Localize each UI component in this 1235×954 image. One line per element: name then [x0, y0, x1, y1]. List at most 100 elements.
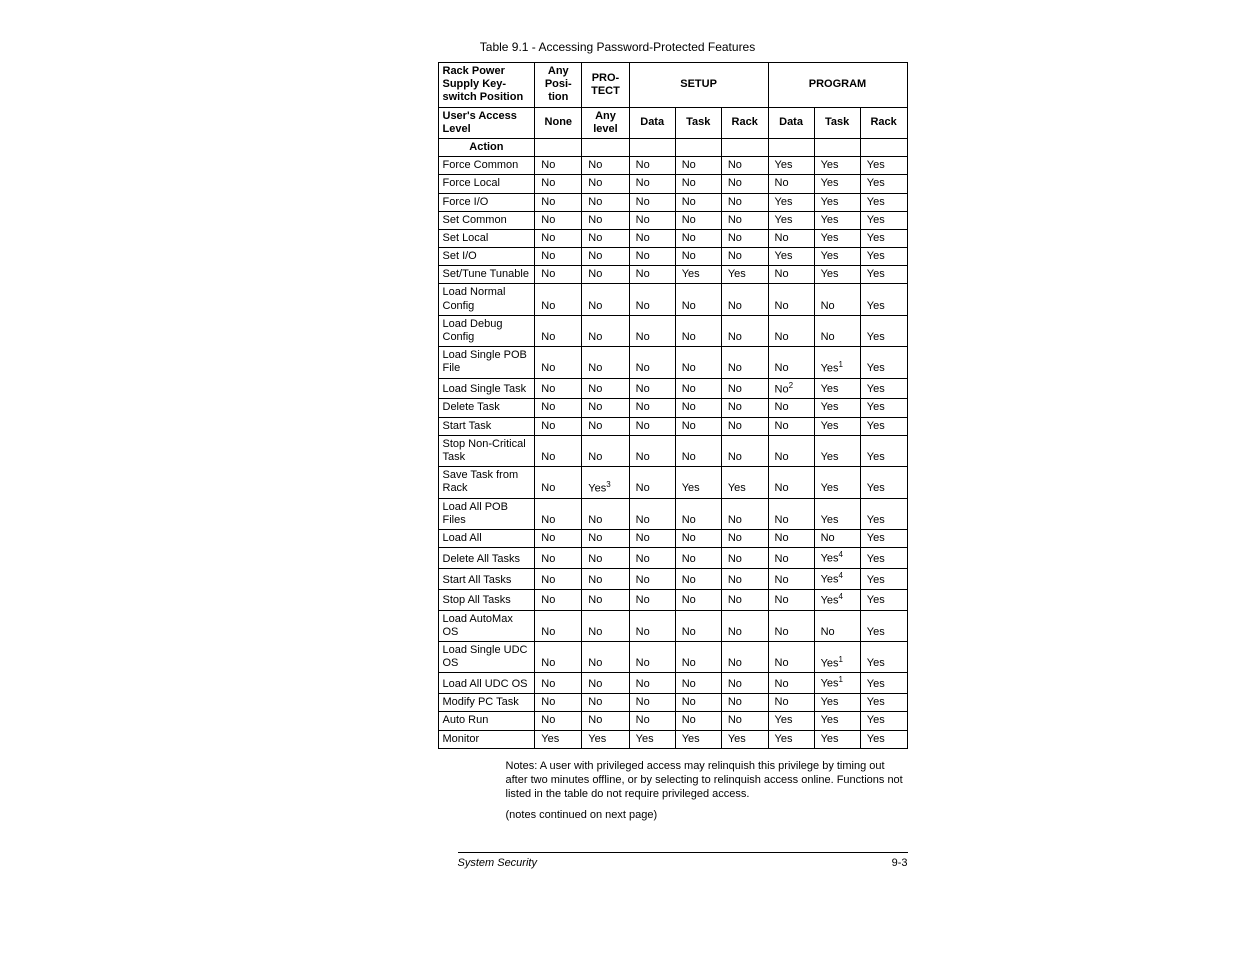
- value-cell: Yes: [860, 266, 907, 284]
- hdr-empty: [768, 138, 814, 156]
- value-cell: Yes: [814, 417, 860, 435]
- value-cell: Yes: [814, 248, 860, 266]
- table-row: Delete TaskNoNoNoNoNoNoYesYes: [438, 399, 907, 417]
- value-cell: Yes: [721, 467, 768, 498]
- value-cell: Yes: [860, 211, 907, 229]
- hdr-empty: [814, 138, 860, 156]
- value-cell: Yes: [860, 347, 907, 378]
- value-cell: No: [675, 347, 721, 378]
- value-cell: Yes: [535, 730, 582, 748]
- value-cell: Yes: [814, 211, 860, 229]
- value-cell: No: [768, 347, 814, 378]
- value-cell: No: [768, 589, 814, 610]
- value-cell: No: [721, 193, 768, 211]
- table-row: Load Single POB FileNoNoNoNoNoNoYes1Yes: [438, 347, 907, 378]
- value-cell: Yes1: [814, 642, 860, 673]
- table-row: Stop All TasksNoNoNoNoNoNoYes4Yes: [438, 589, 907, 610]
- value-cell: No: [675, 610, 721, 641]
- value-cell: No: [535, 211, 582, 229]
- value-cell: No: [582, 589, 629, 610]
- table-row: Modify PC TaskNoNoNoNoNoNoYesYes: [438, 694, 907, 712]
- value-cell: Yes: [860, 642, 907, 673]
- value-cell: No: [582, 175, 629, 193]
- value-cell: No: [535, 568, 582, 589]
- value-cell: No: [768, 435, 814, 466]
- value-cell: Yes3: [582, 467, 629, 498]
- value-cell: Yes: [768, 730, 814, 748]
- value-cell: No: [582, 417, 629, 435]
- value-cell: No: [629, 435, 675, 466]
- hdr-any-position: Any Posi-tion: [535, 63, 582, 108]
- action-cell: Set Common: [438, 211, 535, 229]
- footnote-ref: 2: [789, 381, 793, 390]
- value-cell: Yes: [814, 399, 860, 417]
- hdr-setup-data: Data: [629, 107, 675, 138]
- hdr-empty: [675, 138, 721, 156]
- value-cell: Yes: [860, 498, 907, 529]
- value-cell: No: [582, 435, 629, 466]
- value-cell: No: [629, 157, 675, 175]
- hdr-any-level: Any level: [582, 107, 629, 138]
- value-cell: Yes: [860, 712, 907, 730]
- value-cell: No: [768, 498, 814, 529]
- value-cell: No: [675, 378, 721, 399]
- value-cell: No: [582, 610, 629, 641]
- hdr-setup-task: Task: [675, 107, 721, 138]
- value-cell: No: [675, 211, 721, 229]
- value-cell: Yes: [860, 248, 907, 266]
- table-header: Rack Power Supply Key-switch Position An…: [438, 63, 907, 157]
- value-cell: No: [721, 157, 768, 175]
- value-cell: Yes: [860, 399, 907, 417]
- footer-rule: [458, 852, 908, 853]
- table-notes: Notes: A user with privileged access may…: [506, 759, 908, 822]
- value-cell: Yes: [860, 193, 907, 211]
- value-cell: No: [582, 694, 629, 712]
- value-cell: No: [721, 610, 768, 641]
- value-cell: No: [629, 548, 675, 569]
- value-cell: No: [629, 642, 675, 673]
- value-cell: No: [675, 673, 721, 694]
- value-cell: No: [721, 399, 768, 417]
- value-cell: No: [535, 417, 582, 435]
- value-cell: No: [582, 157, 629, 175]
- table-row: Set LocalNoNoNoNoNoNoYesYes: [438, 229, 907, 247]
- table-row: Load Single UDC OSNoNoNoNoNoNoYes1Yes: [438, 642, 907, 673]
- value-cell: Yes: [814, 193, 860, 211]
- value-cell: No: [535, 529, 582, 547]
- table-row: Delete All TasksNoNoNoNoNoNoYes4Yes: [438, 548, 907, 569]
- value-cell: No: [768, 610, 814, 641]
- value-cell: No: [721, 378, 768, 399]
- value-cell: No: [629, 175, 675, 193]
- value-cell: No: [582, 673, 629, 694]
- value-cell: No: [721, 694, 768, 712]
- hdr-empty: [629, 138, 675, 156]
- value-cell: Yes: [860, 673, 907, 694]
- action-cell: Load Debug Config: [438, 315, 535, 346]
- value-cell: No: [675, 694, 721, 712]
- value-cell: Yes: [814, 378, 860, 399]
- value-cell: Yes: [860, 730, 907, 748]
- action-cell: Load All: [438, 529, 535, 547]
- footnote-ref: 1: [839, 655, 843, 664]
- value-cell: Yes: [860, 435, 907, 466]
- action-cell: Force I/O: [438, 193, 535, 211]
- action-cell: Force Local: [438, 175, 535, 193]
- value-cell: No: [535, 610, 582, 641]
- table-body: Force CommonNoNoNoNoNoYesYesYesForce Loc…: [438, 157, 907, 749]
- action-cell: Load All UDC OS: [438, 673, 535, 694]
- value-cell: No: [629, 399, 675, 417]
- value-cell: No: [768, 315, 814, 346]
- table-row: Load All POB FilesNoNoNoNoNoNoYesYes: [438, 498, 907, 529]
- value-cell: No: [814, 284, 860, 315]
- value-cell: No: [582, 498, 629, 529]
- value-cell: No: [675, 157, 721, 175]
- value-cell: Yes: [814, 229, 860, 247]
- value-cell: Yes: [675, 467, 721, 498]
- action-cell: Delete All Tasks: [438, 548, 535, 569]
- value-cell: No: [721, 229, 768, 247]
- value-cell: No: [535, 694, 582, 712]
- footnote-ref: 4: [839, 592, 843, 601]
- value-cell: No: [582, 568, 629, 589]
- value-cell: No: [535, 157, 582, 175]
- value-cell: Yes: [860, 175, 907, 193]
